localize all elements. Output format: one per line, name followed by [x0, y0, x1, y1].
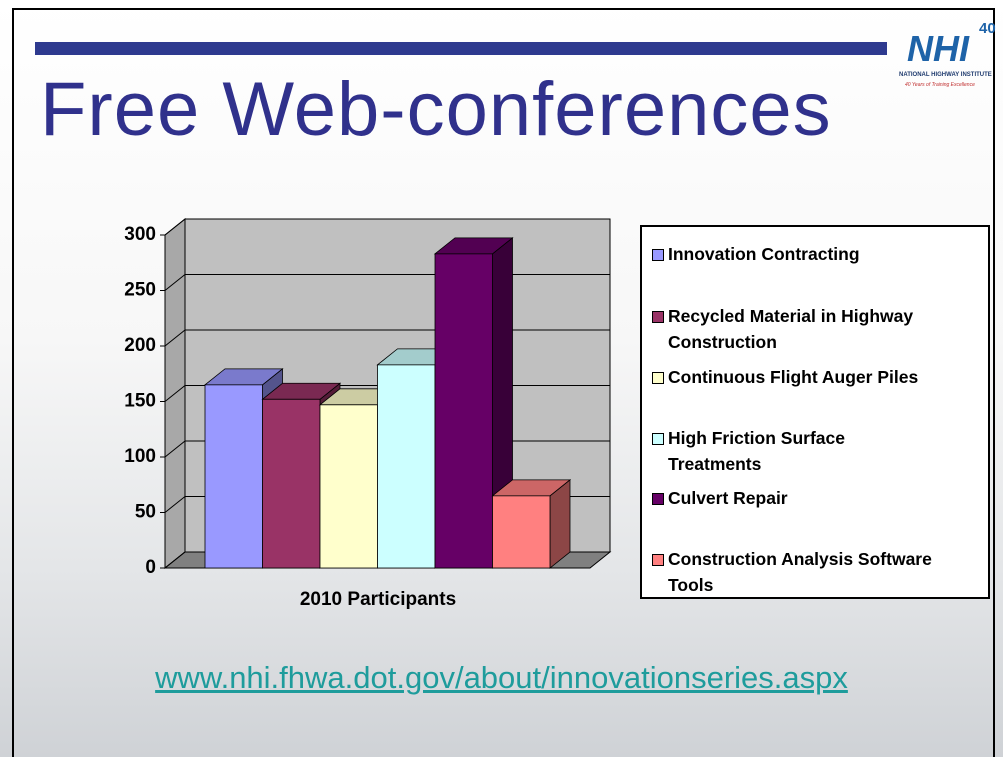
y-tick-label: 150 [124, 391, 156, 412]
y-tick-label: 0 [145, 557, 156, 578]
bar [205, 385, 263, 568]
legend-swatch [652, 311, 664, 323]
legend-swatch [652, 433, 664, 445]
y-tick-label: 300 [124, 224, 156, 245]
legend-entry: High Friction Surface Treatments [652, 425, 933, 477]
bar [320, 405, 378, 568]
legend-label: Continuous Flight Auger Piles [668, 367, 918, 387]
slide: Free Web-conferences NHI 40 NATIONAL HIG… [0, 0, 1003, 757]
bar [435, 254, 493, 568]
legend-label: Culvert Repair [668, 488, 788, 508]
legend-label: Construction Analysis Software Tools [668, 549, 932, 595]
legend-entry: Innovation Contracting [652, 241, 933, 267]
legend-swatch [652, 249, 664, 261]
y-tick-label: 100 [124, 446, 156, 467]
legend-swatch [652, 554, 664, 566]
legend: Innovation Contracting Recycled Material … [640, 225, 990, 599]
legend-entry: Construction Analysis Software Tools [652, 546, 933, 598]
bar [493, 496, 551, 568]
legend-swatch [652, 493, 664, 505]
bar [378, 365, 436, 568]
y-tick-label: 50 [135, 502, 156, 523]
legend-swatch [652, 372, 664, 384]
url-link[interactable]: www.nhi.fhwa.dot.gov/about/innovationser… [0, 660, 1003, 696]
x-tick-label: 2010 Participants [300, 589, 456, 610]
legend-entry: Culvert Repair [652, 485, 933, 511]
legend-label: Recycled Material in Highway Constructio… [668, 306, 913, 352]
legend-entry: Recycled Material in Highway Constructio… [652, 303, 933, 355]
legend-entry: Continuous Flight Auger Piles [652, 364, 933, 390]
y-tick-label: 250 [124, 280, 156, 301]
legend-label: Innovation Contracting [668, 244, 860, 264]
bar [263, 399, 321, 568]
legend-label: High Friction Surface Treatments [668, 428, 845, 474]
y-tick-label: 200 [124, 335, 156, 356]
